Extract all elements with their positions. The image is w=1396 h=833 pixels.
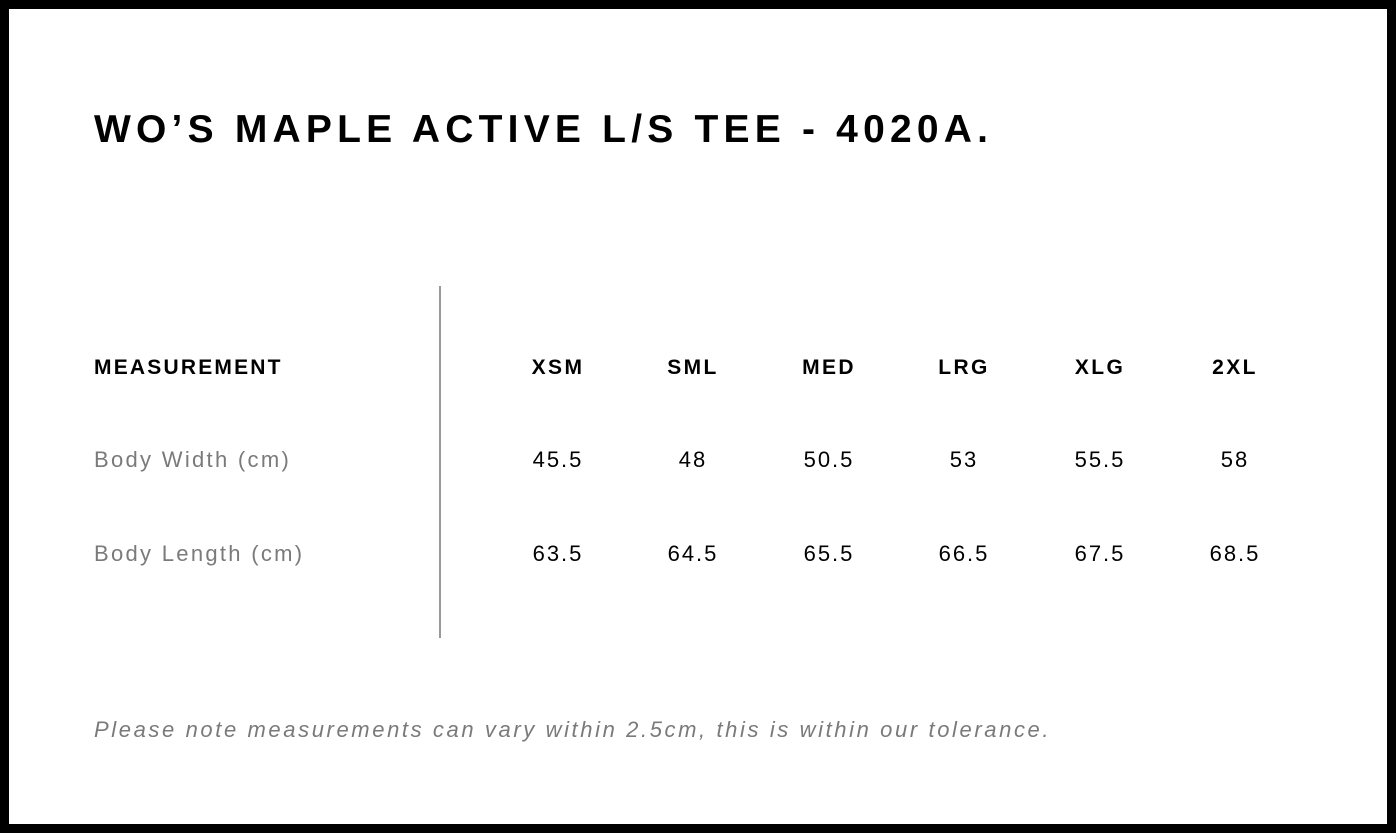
table-cell: 45.5 bbox=[532, 447, 584, 472]
table-cell: 58 bbox=[1220, 447, 1250, 472]
table-row: Body Length (cm) 63.5 64.5 65.5 66.5 67.… bbox=[0, 541, 1396, 571]
table-cell: 68.5 bbox=[1209, 541, 1261, 566]
row-label: Body Length (cm) bbox=[94, 541, 305, 566]
page-title: WO’S MAPLE ACTIVE L/S TEE - 4020A. bbox=[94, 108, 994, 151]
row-label: Body Width (cm) bbox=[94, 447, 292, 472]
header-measurement: MEASUREMENT bbox=[94, 356, 283, 379]
tolerance-note: Please note measurements can vary within… bbox=[94, 717, 1052, 742]
header-size: SML bbox=[667, 356, 719, 379]
table-cell: 48 bbox=[678, 447, 708, 472]
table-cell: 64.5 bbox=[667, 541, 719, 566]
table-cell: 66.5 bbox=[938, 541, 990, 566]
table-cell: 65.5 bbox=[803, 541, 855, 566]
table-header-row: MEASUREMENT XSM SML MED LRG XLG 2XL bbox=[0, 356, 1396, 386]
header-size: XSM bbox=[531, 356, 585, 379]
header-size: 2XL bbox=[1212, 356, 1258, 379]
table-cell: 53 bbox=[949, 447, 979, 472]
table-cell: 63.5 bbox=[532, 541, 584, 566]
table-cell: 67.5 bbox=[1074, 541, 1126, 566]
header-size: XLG bbox=[1074, 356, 1126, 379]
header-size: LRG bbox=[938, 356, 990, 379]
column-divider bbox=[439, 286, 441, 638]
header-size: MED bbox=[802, 356, 856, 379]
table-cell: 50.5 bbox=[803, 447, 855, 472]
table-cell: 55.5 bbox=[1074, 447, 1126, 472]
table-row: Body Width (cm) 45.5 48 50.5 53 55.5 58 bbox=[0, 447, 1396, 477]
